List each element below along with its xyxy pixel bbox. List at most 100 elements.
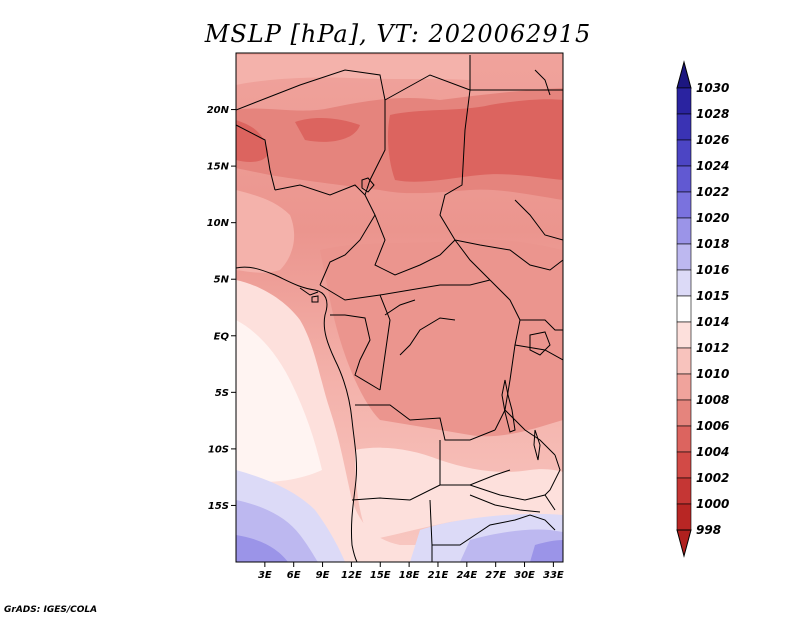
lat-tick-label: EQ (214, 331, 230, 342)
lat-tick-label: 5S (215, 388, 229, 399)
colorbar-label: 1002 (696, 471, 729, 485)
colorbar-label: 1010 (696, 367, 729, 381)
border-mali-niger (236, 124, 276, 191)
lon-tick-label: 33E (543, 570, 564, 581)
colorbar-segment (676, 425, 692, 453)
colorbar-segment (676, 217, 692, 245)
border-angola-namibia (351, 484, 441, 501)
colorbar-segment (676, 87, 692, 115)
lon-tick-label: 12E (341, 570, 362, 581)
atlantic-whitish-field (236, 320, 322, 482)
lon-tick-label: 24E (456, 570, 477, 581)
colorbar-label: 1004 (696, 445, 729, 459)
colorbar-label: 1026 (696, 133, 729, 147)
colorbar-segment (676, 139, 692, 167)
lat-tick-label: 20N (207, 105, 230, 116)
zambezi-river (469, 494, 541, 513)
lat-tick-label: 10S (208, 444, 229, 455)
border-zimbabwe (469, 484, 556, 511)
niger-river-delta (299, 287, 319, 296)
colorbar-label: 998 (696, 523, 721, 537)
colorbar-segment (676, 321, 692, 349)
lat-tick-label: 10N (207, 218, 230, 229)
colorbar-segment (676, 347, 692, 375)
colorbar-label: 1018 (696, 237, 729, 251)
lon-tick-label: 9E (316, 570, 330, 581)
lon-tick-label: 18E (399, 570, 420, 581)
south-atlantic-high-inner (236, 535, 288, 562)
colorbar-label: 1016 (696, 263, 729, 277)
sahel-low-core-east (387, 99, 563, 182)
border-algeria-niger (236, 69, 386, 111)
colorbar: 1030 1028 1026 1024 1022 1020 1018 1016 1015 1014… (676, 60, 729, 558)
west-africa-field (236, 190, 295, 273)
southern-africa-high-inner (530, 540, 563, 562)
lon-tick-label: 3E (258, 570, 272, 581)
border-drc-angola (355, 404, 496, 441)
sahel-low-core-mid (295, 118, 360, 142)
lon-tick-label: 21E (428, 570, 449, 581)
congo-river (399, 317, 456, 356)
colorbar-segment (676, 477, 692, 505)
lake-victoria (529, 331, 551, 356)
lake-chad (361, 177, 375, 193)
colorbar-segment (676, 503, 692, 531)
colorbar-label: 1024 (696, 159, 729, 173)
colorbar-label: 1015 (696, 289, 729, 303)
border-gabon-congo (330, 314, 381, 391)
colorbar-label: 1006 (696, 419, 729, 433)
ubangi-river (384, 299, 416, 316)
lat-tick-label: 15N (207, 162, 230, 173)
border-zambia-malawi (504, 409, 556, 456)
colorbar-bottom-triangle (676, 529, 692, 558)
border-chad-car (374, 214, 456, 276)
lake-malawi (533, 429, 541, 461)
colorbar-segment (676, 373, 692, 401)
coastline-west-africa (236, 266, 358, 562)
border-mozambique (544, 454, 561, 496)
sahel-low-core (236, 120, 269, 162)
latitude-axis: 20N 15N 10N 5N EQ 5S 10S 15S (207, 105, 236, 512)
lon-tick-label: 6E (287, 570, 301, 581)
colorbar-segment (676, 295, 692, 323)
map-frame (235, 52, 564, 563)
colorbar-label: 1028 (696, 107, 729, 121)
border-cameroon-congo (319, 284, 381, 301)
map-title: MSLP [hPa], VT: 2020062915 (204, 20, 591, 48)
colorbar-segment (676, 113, 692, 141)
colorbar-segment (676, 191, 692, 219)
colorbar-label: 1020 (696, 211, 729, 225)
colorbar-segment (676, 269, 692, 297)
border-nigeria-niger (274, 184, 366, 196)
lat-tick-label: 15S (208, 501, 229, 512)
colorbar-label: 1008 (696, 393, 729, 407)
lake-tanganyika (501, 379, 516, 433)
border-sudan-south (454, 239, 563, 271)
longitude-axis: 3E 6E 9E 12E 15E 18E 21E 24E 27E 30E 33E (258, 562, 564, 581)
lon-tick-label: 30E (514, 570, 535, 581)
colorbar-segment (676, 399, 692, 427)
border-nigeria-cameroon (319, 194, 376, 286)
border-eritrea (534, 69, 551, 96)
colorbar-label: 1012 (696, 341, 729, 355)
lat-tick-label: 5N (214, 275, 230, 286)
border-ethiopia (514, 199, 563, 241)
lon-tick-label: 15E (370, 570, 391, 581)
border-congo-drc (379, 294, 391, 391)
north-lighter-field (236, 55, 470, 85)
border-car-drc (379, 279, 491, 296)
colorbar-segment (676, 451, 692, 479)
colorbar-top-triangle (676, 60, 692, 89)
colorbar-label: 1014 (696, 315, 729, 329)
colorbar-segment (676, 165, 692, 193)
credit-text: GrADS: IGES/COLA (4, 605, 97, 615)
colorbar-label: 1030 (696, 81, 729, 95)
colorbar-label: 1022 (696, 185, 729, 199)
bioko-island (311, 295, 319, 303)
colorbar-segment (676, 243, 692, 271)
border-south-africa (432, 514, 556, 546)
political-boundaries (236, 55, 563, 562)
border-niger-chad (364, 100, 386, 196)
border-chad-sudan (439, 89, 491, 281)
